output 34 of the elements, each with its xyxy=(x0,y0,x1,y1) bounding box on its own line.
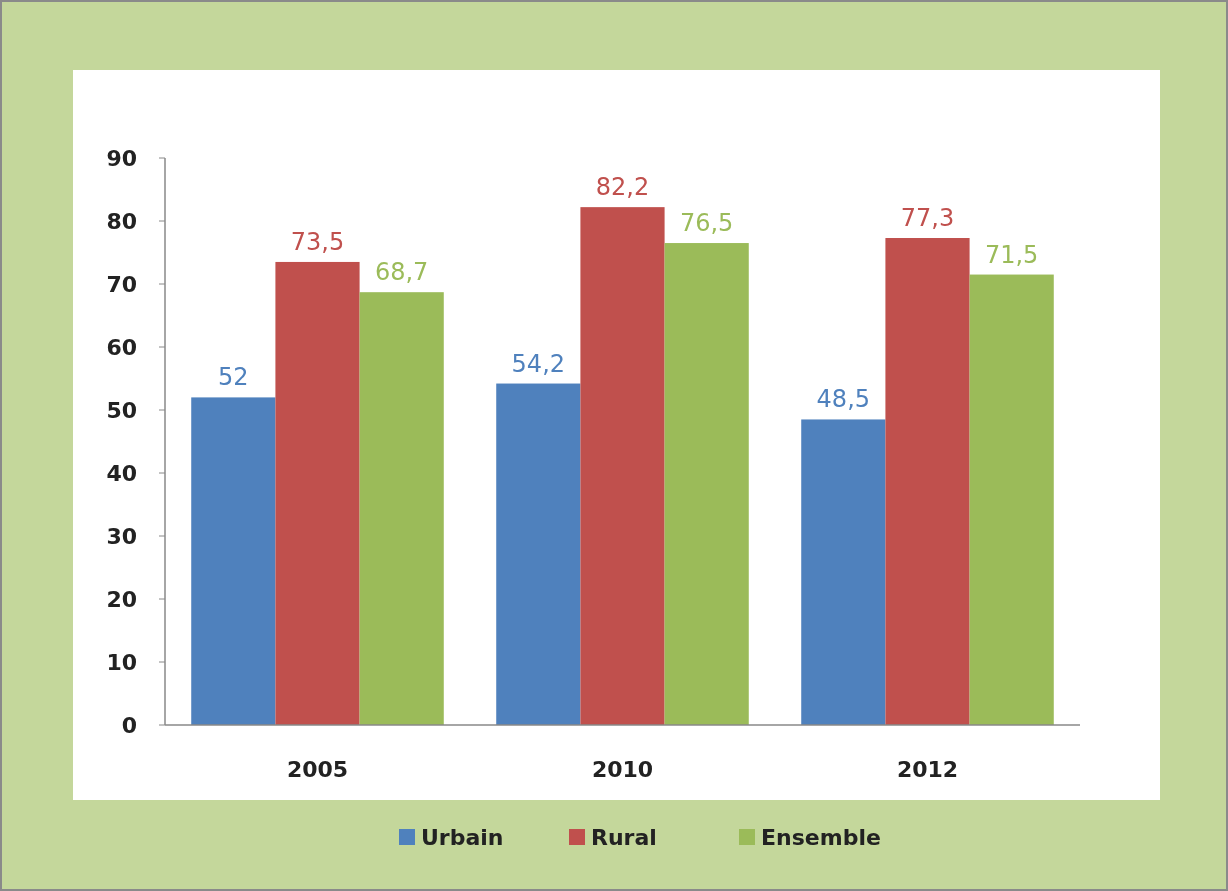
bar xyxy=(359,292,444,725)
y-tick-label: 0 xyxy=(121,712,137,738)
legend-label: Rural xyxy=(591,824,657,850)
y-tick-label: 60 xyxy=(106,334,137,360)
data-label: 52 xyxy=(218,363,249,392)
bar xyxy=(191,397,276,725)
y-tick-label: 90 xyxy=(106,145,137,171)
bar xyxy=(275,261,360,725)
data-label: 82,2 xyxy=(595,173,650,202)
bar xyxy=(969,274,1054,725)
y-tick-label: 20 xyxy=(106,586,137,612)
data-label: 76,5 xyxy=(679,209,734,238)
y-tick-label: 10 xyxy=(106,649,137,675)
x-tick-label: 2010 xyxy=(591,757,654,782)
bar xyxy=(664,243,749,725)
y-tick-label: 30 xyxy=(106,523,137,549)
legend-label: Urbain xyxy=(421,824,504,850)
y-tick-label: 40 xyxy=(106,460,137,486)
data-label: 73,5 xyxy=(290,227,345,256)
bar xyxy=(496,383,581,725)
legend-label: Ensemble xyxy=(761,824,881,850)
x-tick-label: 2005 xyxy=(286,757,349,782)
data-label: 48,5 xyxy=(816,385,871,414)
data-label: 71,5 xyxy=(984,240,1039,269)
data-label: 77,3 xyxy=(900,204,955,233)
y-tick-label: 70 xyxy=(106,271,137,297)
bar xyxy=(580,207,665,725)
x-tick-label: 2012 xyxy=(896,757,959,782)
bar xyxy=(885,238,970,725)
y-tick-label: 50 xyxy=(106,397,137,423)
data-label: 68,7 xyxy=(374,258,429,287)
y-tick-label: 80 xyxy=(106,208,137,234)
data-label: 54,2 xyxy=(511,349,566,378)
bar xyxy=(801,419,886,725)
